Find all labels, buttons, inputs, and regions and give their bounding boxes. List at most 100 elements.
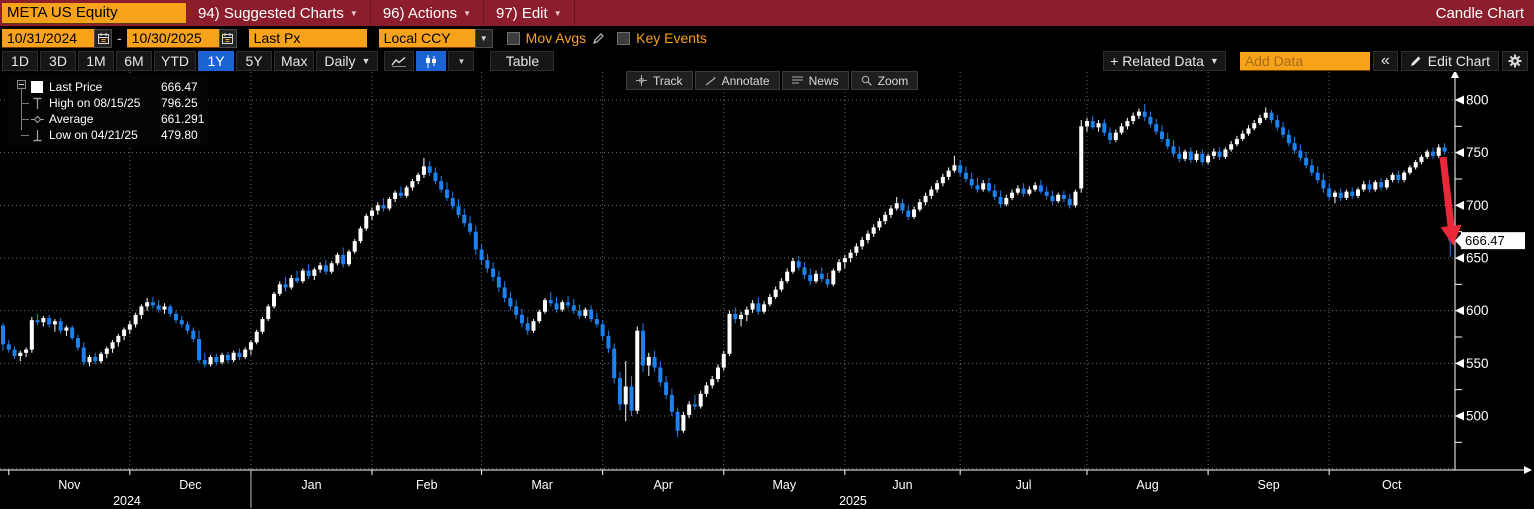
- candle-body: [1177, 153, 1182, 159]
- x-month-label: Jan: [301, 478, 321, 492]
- mov-avgs-checkbox[interactable]: [506, 31, 520, 45]
- candle-body: [669, 394, 674, 412]
- candle-body: [272, 293, 277, 307]
- y-tick-label: 750: [1466, 145, 1489, 160]
- candle-body: [197, 339, 202, 361]
- date-from-input[interactable]: 10/31/2024: [2, 28, 94, 48]
- candle-body: [577, 310, 582, 316]
- legend-row-high[interactable]: High on 08/15/25 796.25: [8, 95, 208, 111]
- candle-body: [658, 367, 663, 383]
- candle-body: [1257, 117, 1262, 124]
- line-chart-icon[interactable]: [384, 51, 415, 71]
- candle-body: [104, 348, 109, 354]
- menu-actions[interactable]: 96) Actions ▼: [371, 0, 484, 26]
- candle-body: [1194, 153, 1199, 161]
- candle-body: [1367, 184, 1372, 190]
- legend-label: High on 08/15/25: [49, 96, 141, 110]
- candle-body: [346, 251, 351, 265]
- currency-dropdown-button[interactable]: ▼: [474, 28, 493, 48]
- candle-body: [1033, 185, 1038, 190]
- candle-body: [877, 221, 882, 228]
- candle-body: [739, 314, 744, 320]
- candle-body: [485, 260, 490, 269]
- average-marker-icon: [29, 115, 45, 124]
- candle-body: [1085, 121, 1090, 127]
- candle-body: [1, 325, 5, 345]
- related-data-button[interactable]: + Related Data ▼: [1103, 51, 1226, 71]
- candle-body: [191, 330, 196, 340]
- candle-body: [110, 342, 115, 349]
- candle-body: [1119, 126, 1124, 133]
- period-select[interactable]: Daily ▼: [316, 51, 379, 71]
- range-6m-button[interactable]: 6M: [116, 51, 152, 71]
- candle-body: [491, 268, 496, 277]
- legend-row-last-price[interactable]: Last Price 666.47: [8, 79, 208, 95]
- candle-body: [6, 344, 11, 350]
- ticker-input[interactable]: META US Equity: [2, 2, 186, 24]
- candle-body: [1206, 155, 1211, 163]
- candle-body: [1350, 191, 1355, 196]
- candles: [1, 103, 1453, 438]
- candle-body: [1344, 191, 1349, 198]
- candle-body: [162, 306, 167, 310]
- candle-body: [237, 352, 242, 358]
- candle-chart-icon[interactable]: [416, 51, 447, 71]
- pencil-icon[interactable]: [592, 32, 605, 45]
- range-1d-button[interactable]: 1D: [2, 51, 38, 71]
- edit-chart-button[interactable]: Edit Chart: [1400, 51, 1499, 71]
- range-max-button[interactable]: Max: [274, 51, 315, 71]
- legend-expander-icon[interactable]: [17, 80, 26, 89]
- candle-body: [300, 270, 305, 282]
- candle-body: [75, 338, 80, 348]
- range-5y-button[interactable]: 5Y: [236, 51, 272, 71]
- gear-icon[interactable]: [1502, 51, 1528, 71]
- page-title: Candle Chart: [1435, 4, 1524, 22]
- candle-body: [1229, 144, 1234, 150]
- legend-row-average[interactable]: Average 661.291: [8, 111, 208, 127]
- candle-body: [715, 367, 720, 380]
- currency-select[interactable]: Local CCY: [378, 28, 475, 48]
- candle-body: [24, 349, 29, 353]
- menu-label: 96) Actions: [382, 4, 458, 22]
- low-marker-icon: [29, 129, 45, 142]
- candle-body: [514, 306, 519, 315]
- track-button[interactable]: Track: [626, 71, 693, 90]
- chart-type-dropdown[interactable]: ▼: [448, 51, 475, 71]
- candle-body: [12, 349, 17, 356]
- menu-edit[interactable]: 97) Edit ▼: [484, 0, 575, 26]
- range-1m-button[interactable]: 1M: [78, 51, 114, 71]
- range-ytd-button[interactable]: YTD: [154, 51, 196, 71]
- candle-body: [1298, 150, 1303, 158]
- candle-body: [1419, 156, 1424, 163]
- candle-body: [1315, 172, 1320, 181]
- candle-body: [1269, 112, 1274, 121]
- key-events-checkbox[interactable]: [617, 31, 631, 45]
- candle-body: [1038, 185, 1043, 192]
- menu-suggested-charts[interactable]: 94) Suggested Charts ▼: [186, 0, 371, 26]
- candle-body: [243, 349, 248, 358]
- candle-body: [779, 281, 784, 290]
- period-label: Daily: [324, 53, 356, 69]
- collapse-panel-button[interactable]: «: [1372, 51, 1398, 71]
- annotate-button[interactable]: Annotate: [694, 71, 780, 90]
- candle-body: [946, 170, 951, 177]
- candle-body: [1234, 138, 1239, 145]
- news-button[interactable]: News: [781, 71, 849, 90]
- candle-body: [127, 324, 132, 330]
- calendar-icon[interactable]: [218, 28, 237, 48]
- axes: [0, 70, 1532, 474]
- candle-body: [1027, 189, 1032, 194]
- range-3d-button[interactable]: 3D: [40, 51, 76, 71]
- add-data-input[interactable]: [1239, 51, 1370, 71]
- zoom-button[interactable]: Zoom: [850, 71, 919, 90]
- range-1y-button[interactable]: 1Y: [198, 51, 234, 71]
- candle-body: [929, 189, 934, 196]
- candle-body: [433, 172, 438, 182]
- date-to-input[interactable]: 10/30/2025: [126, 28, 219, 48]
- legend-row-low[interactable]: Low on 04/21/25 479.80: [8, 127, 208, 143]
- table-button[interactable]: Table: [490, 51, 555, 71]
- calendar-icon[interactable]: [94, 28, 112, 48]
- candle-body: [1304, 157, 1309, 166]
- price-field-select[interactable]: Last Px: [248, 28, 367, 48]
